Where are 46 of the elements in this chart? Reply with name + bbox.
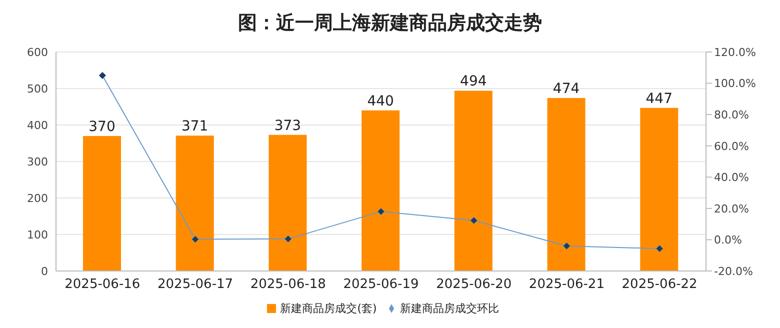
y-tick-label: 500: [27, 82, 48, 96]
bar: [640, 108, 678, 271]
x-tick-label: 2025-06-20: [436, 277, 512, 292]
bar: [268, 134, 307, 271]
data-label: 447: [646, 90, 673, 107]
y-tick-label: 400: [27, 118, 48, 132]
point: [562, 242, 570, 250]
y2-tick-label: 0.0%: [714, 234, 742, 247]
y2-tick-label: 80.0%: [714, 108, 749, 122]
data-label: 370: [88, 118, 116, 135]
point: [192, 235, 200, 243]
y2-tick-label: 20.0%: [714, 202, 749, 216]
x-tick-label: 2025-06-17: [158, 277, 234, 292]
x-tick-label: 2025-06-19: [343, 277, 419, 292]
y2-tick-label: 120.0%: [714, 46, 756, 59]
chart-title: 图：近一周上海新建商品房成交走势: [237, 11, 543, 36]
bar: [547, 98, 586, 271]
point: [470, 216, 478, 224]
y-tick-label: 600: [27, 46, 48, 59]
point: [284, 235, 292, 243]
point: [377, 208, 385, 216]
bar: [454, 90, 492, 271]
legend-label: 新建商品房成交环比: [400, 302, 499, 315]
x-tick-label: 2025-06-18: [250, 277, 326, 292]
y-tick-label: 100: [27, 228, 48, 242]
y-tick-label: 0: [41, 264, 48, 278]
bar: [83, 136, 121, 271]
data-label: 373: [274, 118, 302, 134]
y2-tick-label: 60.0%: [714, 140, 749, 153]
data-label: 494: [460, 74, 487, 90]
y2-tick-label: 40.0%: [714, 171, 749, 184]
y2-tick-label: 100.0%: [714, 77, 756, 90]
legend-label: 新建商品房成交(套): [280, 302, 377, 315]
bar: [176, 136, 214, 271]
point: [656, 244, 664, 252]
x-tick-label: 2025-06-22: [622, 277, 698, 292]
y2-tick-label: -20.0%: [714, 264, 753, 278]
data-label: 440: [367, 93, 394, 110]
data-label: 371: [181, 118, 208, 135]
x-tick-label: 2025-06-16: [64, 277, 140, 292]
x-tick-label: 2025-06-21: [528, 277, 604, 292]
y-tick-label: 300: [27, 155, 48, 168]
data-label: 474: [552, 80, 580, 97]
bar: [362, 110, 400, 271]
y-tick-label: 200: [27, 192, 48, 205]
point: [98, 72, 106, 80]
